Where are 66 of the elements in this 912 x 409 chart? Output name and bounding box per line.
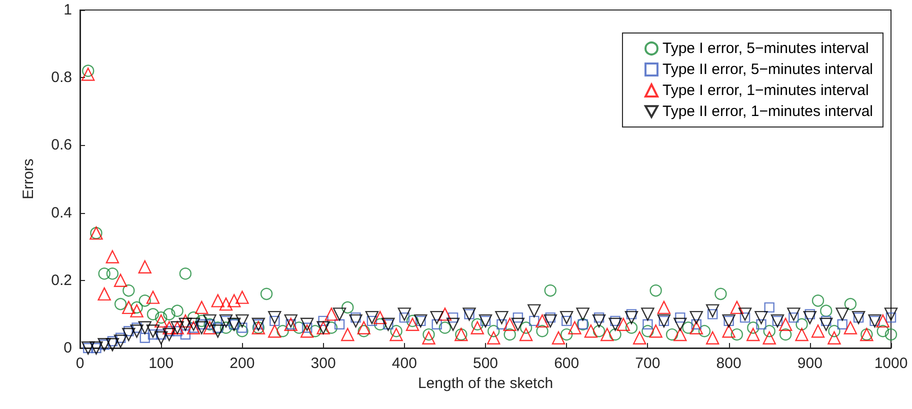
y-tick-label: 0 bbox=[64, 340, 72, 356]
y-tick-label: 0.4 bbox=[51, 204, 72, 222]
point bbox=[624, 310, 638, 324]
x-tick-label: 800 bbox=[716, 355, 742, 372]
point bbox=[544, 314, 557, 328]
point bbox=[349, 314, 362, 328]
point bbox=[787, 308, 800, 321]
point bbox=[138, 321, 152, 334]
point bbox=[690, 310, 703, 324]
point bbox=[122, 328, 136, 342]
point bbox=[398, 308, 411, 321]
legend-label: Type II error, 1−minutes interval bbox=[662, 103, 874, 120]
x-tick-label: 400 bbox=[392, 355, 417, 372]
point bbox=[511, 318, 525, 331]
y-axis-title: Errors bbox=[20, 158, 37, 200]
point bbox=[836, 308, 849, 321]
point bbox=[674, 318, 687, 331]
x-tick-label: 600 bbox=[554, 355, 580, 372]
x-tick-label: 300 bbox=[310, 355, 336, 372]
x-tick-label: 1000 bbox=[874, 355, 908, 372]
point bbox=[178, 318, 192, 331]
point bbox=[284, 314, 298, 328]
point bbox=[162, 328, 176, 342]
point bbox=[884, 308, 898, 321]
x-tick-label: 100 bbox=[148, 355, 174, 372]
point bbox=[146, 324, 160, 338]
point bbox=[300, 318, 314, 331]
point bbox=[268, 310, 282, 324]
legend-label: Type II error, 5−minutes interval bbox=[662, 61, 874, 78]
point bbox=[641, 308, 654, 321]
point bbox=[236, 314, 249, 328]
x-tick-label: 700 bbox=[635, 355, 660, 372]
point bbox=[430, 310, 444, 324]
point bbox=[154, 331, 168, 344]
legend-label: Type I error, 5−minutes interval bbox=[662, 40, 869, 57]
x-tick-label: 900 bbox=[797, 355, 822, 372]
point bbox=[195, 321, 208, 334]
x-tick-label: 0 bbox=[76, 355, 84, 372]
point bbox=[446, 318, 460, 331]
point bbox=[608, 318, 622, 331]
x-tick-label: 200 bbox=[230, 355, 255, 372]
point bbox=[332, 308, 346, 321]
point bbox=[592, 314, 606, 328]
point bbox=[203, 314, 216, 328]
point bbox=[528, 304, 541, 318]
y-tick-label: 0.8 bbox=[51, 69, 72, 86]
point bbox=[706, 304, 720, 318]
x-axis-title: Length of the sketch bbox=[418, 374, 554, 392]
x-tick-label: 500 bbox=[472, 355, 498, 372]
point bbox=[186, 318, 200, 331]
point bbox=[211, 324, 224, 338]
y-tick-label: 1 bbox=[64, 2, 72, 18]
point bbox=[820, 318, 833, 331]
point bbox=[495, 310, 508, 324]
point bbox=[738, 308, 752, 321]
point bbox=[106, 338, 120, 352]
point bbox=[560, 310, 574, 324]
point bbox=[803, 310, 816, 324]
point bbox=[754, 310, 768, 324]
point bbox=[576, 308, 590, 321]
point bbox=[130, 324, 144, 338]
point bbox=[114, 334, 128, 348]
point bbox=[365, 310, 379, 324]
legend-label: Type I error, 1−minutes interval bbox=[662, 82, 869, 99]
y-tick-label: 0.2 bbox=[51, 272, 72, 289]
y-tick-label: 0.6 bbox=[51, 136, 72, 154]
